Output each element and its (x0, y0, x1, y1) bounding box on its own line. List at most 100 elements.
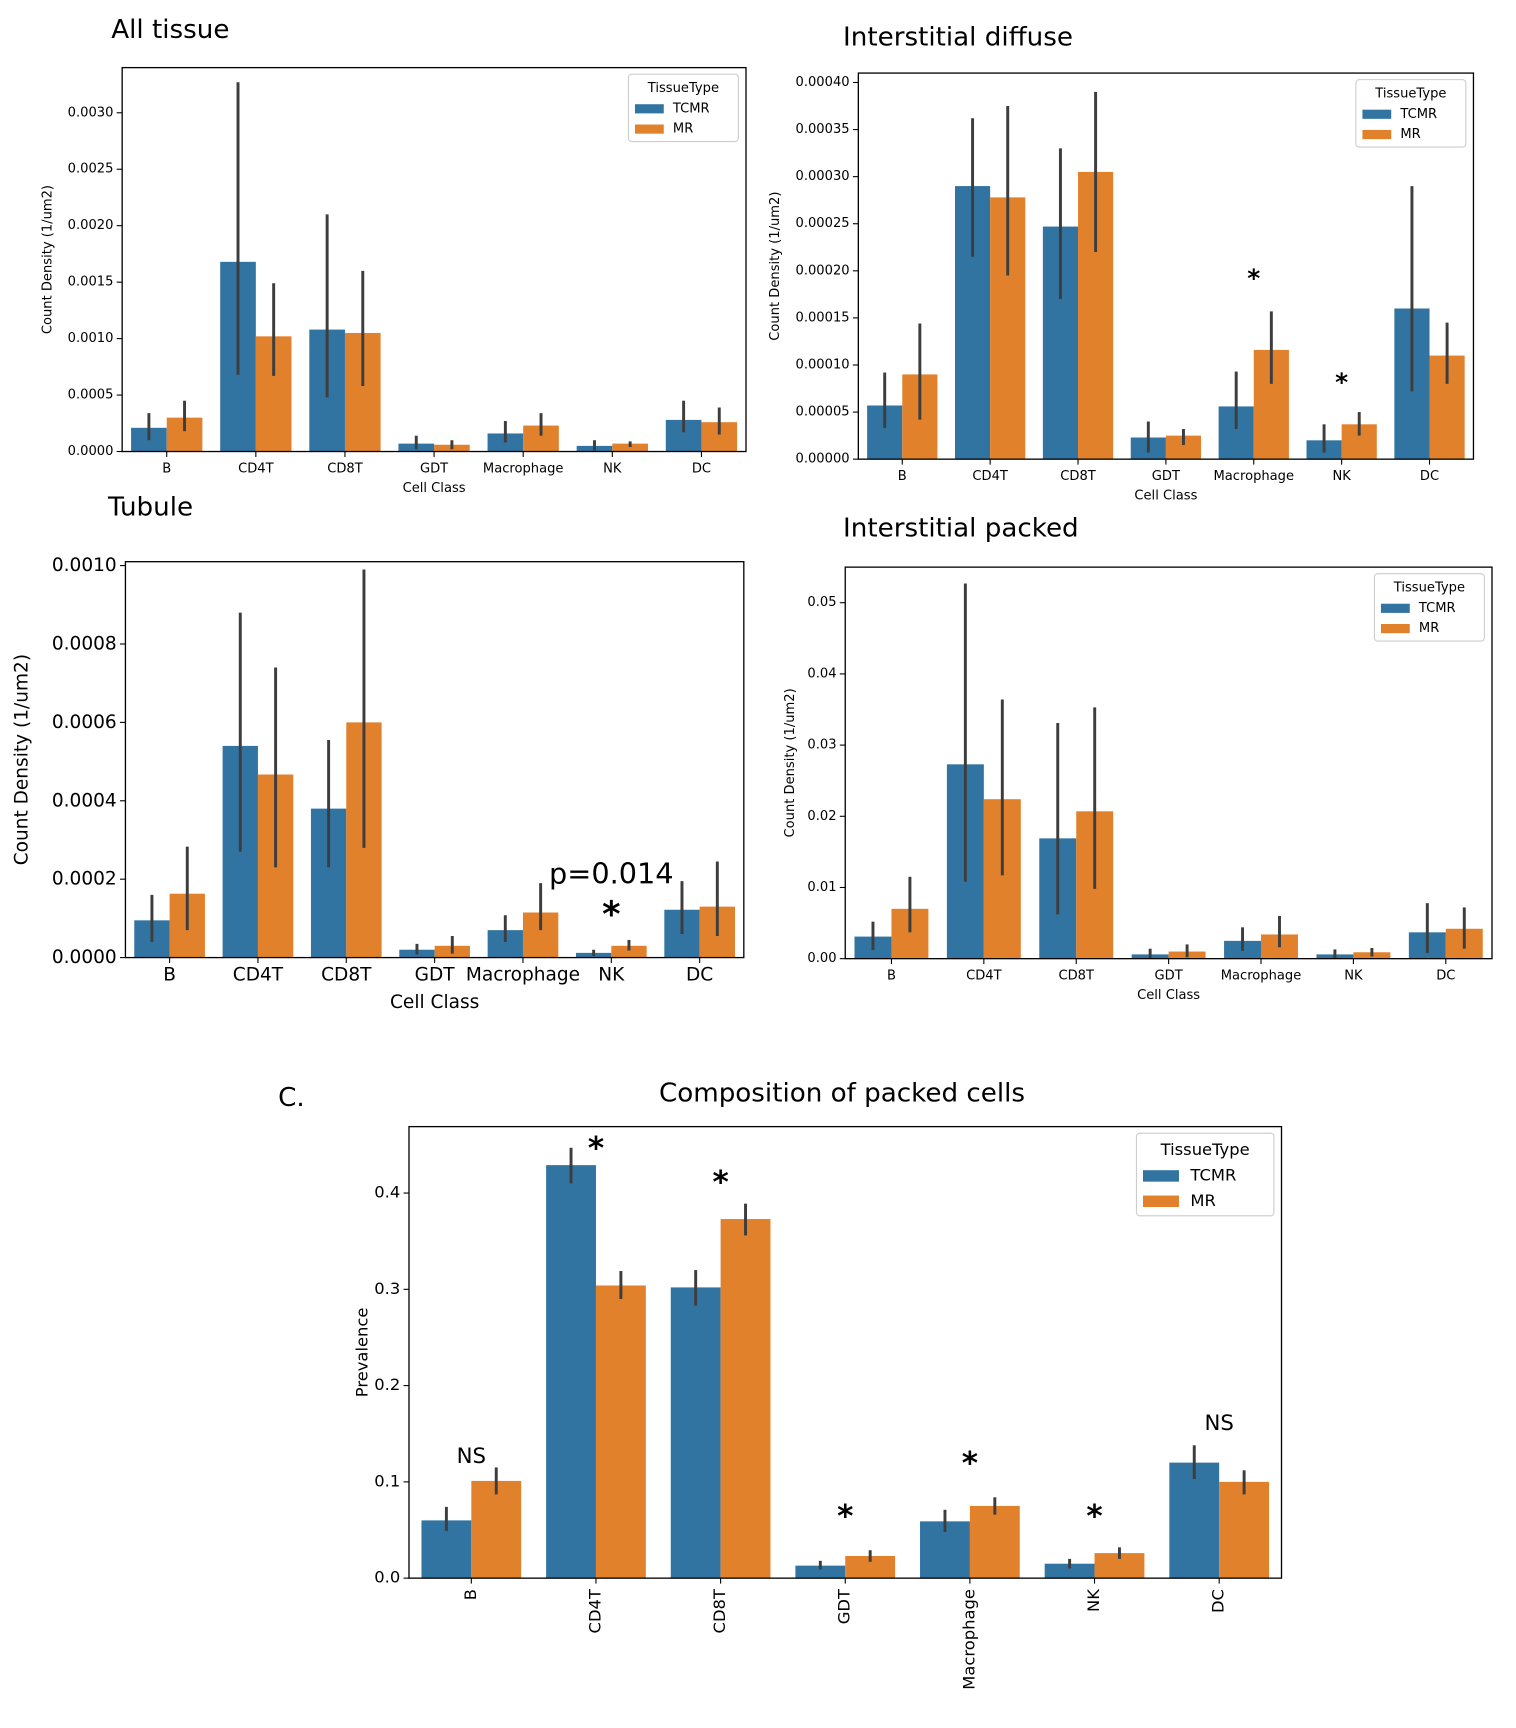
bar (670, 1287, 721, 1579)
annotation: * (1086, 1498, 1102, 1534)
annotation: * (1335, 368, 1348, 397)
x-tick-label: GDT (420, 461, 449, 476)
panel-label: C. (278, 1083, 305, 1113)
y-tick-label: 0.4 (374, 1183, 400, 1202)
y-tick-label: 0.00015 (796, 310, 850, 325)
x-tick-label: NK (598, 965, 625, 986)
x-tick-label: GDT (1155, 969, 1184, 984)
annotation: NS (457, 1444, 486, 1469)
y-tick-label: 0.0005 (68, 388, 114, 403)
plot-frame (408, 1125, 1283, 1579)
x-tick-label: DC (1209, 1589, 1228, 1613)
bar (969, 1505, 1020, 1579)
x-tick-label: Macrophage (1221, 969, 1302, 984)
y-tick-label: 0.3 (374, 1279, 400, 1298)
x-tick-label: Macrophage (483, 461, 564, 476)
annotation: * (962, 1446, 978, 1482)
y-tick-label: 0.0015 (68, 275, 114, 290)
y-tick-label: 0.00025 (796, 216, 850, 231)
x-tick-label: GDT (1152, 469, 1181, 484)
y-tick-label: 0.0010 (68, 331, 114, 346)
bar (612, 443, 648, 452)
chart-title: Composition of packed cells (659, 1078, 1025, 1108)
y-tick-label: 0.05 (807, 595, 836, 610)
x-tick-label: CD8T (1060, 469, 1097, 484)
x-tick-label: CD8T (1058, 969, 1095, 984)
legend-title: TissueType (1374, 86, 1446, 101)
annotation: * (602, 894, 620, 935)
y-axis-label: Count Density (1/um2) (40, 185, 55, 334)
plot-frame (844, 566, 1493, 960)
y-tick-label: 0.00040 (796, 75, 850, 90)
x-tick-label: B (461, 1589, 480, 1600)
bar (546, 1165, 596, 1579)
legend-label: TCMR (672, 101, 710, 116)
bar (595, 1285, 646, 1579)
y-tick-label: 0.01 (807, 880, 836, 895)
y-tick-label: 0.0 (374, 1568, 400, 1587)
x-tick-label: CD4T (233, 965, 284, 986)
chart-title: Interstitial diffuse (843, 23, 1073, 53)
x-tick-label: Macrophage (959, 1589, 978, 1690)
x-tick-label: CD8T (327, 461, 364, 476)
x-axis-label: Cell Class (390, 992, 479, 1013)
bar (795, 1565, 846, 1579)
x-tick-label: NK (1084, 1588, 1103, 1612)
y-tick-label: 0.0006 (52, 712, 117, 733)
y-tick-label: 0.00005 (796, 405, 850, 420)
legend-label: MR (1419, 621, 1439, 636)
x-tick-label: NK (1332, 469, 1351, 484)
y-tick-label: 0.0030 (68, 105, 114, 120)
y-tick-label: 0.03 (807, 738, 836, 753)
plot-frame (121, 66, 747, 453)
y-tick-label: 0.04 (807, 666, 836, 681)
legend-title: TissueType (1160, 1140, 1250, 1159)
x-axis-label: Cell Class (1137, 988, 1200, 1003)
y-tick-label: 0.00030 (796, 169, 850, 184)
annotation: NS (1204, 1411, 1233, 1436)
x-axis-label: Cell Class (1134, 489, 1197, 504)
legend-swatch (1362, 109, 1392, 119)
legend-swatch (634, 124, 664, 134)
annotation: * (712, 1164, 728, 1200)
legend-label: TCMR (1418, 601, 1456, 616)
x-tick-label: Macrophage (1213, 469, 1294, 484)
y-tick-label: 0.0025 (68, 162, 114, 177)
chart-title: All tissue (111, 15, 229, 45)
y-axis-label: Count Density (1/um2) (783, 688, 798, 837)
legend-box (1135, 1132, 1275, 1217)
y-axis-label: Count Density (1/um2) (768, 192, 783, 341)
legend-swatch (1142, 1170, 1179, 1182)
bar (1044, 1563, 1095, 1579)
legend-title: TissueType (647, 81, 719, 96)
legend-swatch (1380, 603, 1410, 613)
x-tick-label: CD4T (966, 969, 1003, 984)
y-tick-label: 0.0002 (52, 869, 117, 890)
y-tick-label: 0.02 (807, 809, 836, 824)
y-tick-label: 0.00035 (796, 122, 850, 137)
y-tick-label: 0.0008 (52, 633, 117, 654)
chart-title: Interstitial packed (843, 513, 1079, 543)
y-axis-label: Prevalence (353, 1308, 372, 1398)
x-tick-label: B (898, 469, 907, 484)
legend-swatch (1362, 129, 1392, 140)
annotation: * (588, 1131, 604, 1167)
x-axis-label: Cell Class (403, 481, 466, 496)
legend-label: MR (673, 122, 693, 137)
bar (611, 945, 647, 958)
x-tick-label: CD8T (710, 1588, 729, 1633)
legend-label: MR (1400, 127, 1420, 142)
y-tick-label: 0.0000 (68, 444, 114, 459)
y-tick-label: 0.0000 (52, 947, 117, 968)
chart-title: Tubule (107, 493, 193, 523)
annotation: * (837, 1498, 853, 1534)
x-tick-label: CD4T (238, 461, 275, 476)
legend-swatch (1380, 624, 1410, 634)
x-tick-label: GDT (835, 1588, 854, 1624)
y-tick-label: 0.00010 (796, 357, 850, 372)
legend-label: MR (1190, 1191, 1215, 1210)
x-tick-label: CD8T (321, 965, 372, 986)
x-tick-label: CD4T (972, 469, 1009, 484)
x-tick-label: DC (1420, 469, 1439, 484)
bar (1169, 1462, 1220, 1579)
